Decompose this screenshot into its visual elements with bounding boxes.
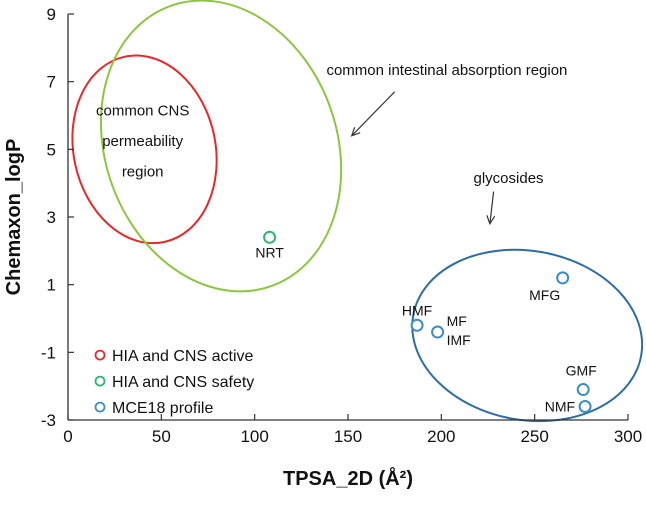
- y-tick-label: 7: [47, 73, 56, 92]
- annotation-text: common CNS: [96, 103, 189, 120]
- x-tick-label: 250: [520, 427, 548, 446]
- region-ellipse-1: [71, 54, 218, 245]
- region-ellipse-3: [411, 248, 644, 423]
- y-tick-label: -3: [41, 411, 56, 430]
- y-tick-labels: -3 -1 1 3 5 7 9: [41, 5, 56, 430]
- arrow-glycosides: [489, 191, 495, 224]
- legend-label: HIA and CNS safety: [112, 374, 254, 391]
- x-tick-label: 150: [334, 427, 362, 446]
- annotation-text: glycosides: [474, 170, 544, 187]
- y-tick-label: 5: [47, 140, 56, 159]
- annotation-text: common intestinal absorption region: [326, 62, 567, 79]
- legend-marker: [94, 375, 106, 387]
- arrow-intestinal-head: [350, 127, 361, 137]
- data-point-hmf: [410, 318, 424, 332]
- y-tick-label: -1: [41, 343, 56, 362]
- point-label-mfg: MFG: [529, 287, 560, 303]
- x-axis-title: TPSA_2D (Å²): [283, 466, 413, 490]
- data-point-mf: [431, 325, 445, 339]
- y-tick-label: 3: [47, 208, 56, 227]
- point-label-hmf: HMF: [402, 302, 432, 318]
- point-label-nmf: NMF: [545, 398, 575, 414]
- legend-marker: [94, 349, 106, 361]
- x-tick-label: 100: [240, 427, 268, 446]
- arrow-intestinal: [351, 91, 396, 137]
- data-point-nrt: [263, 230, 277, 244]
- data-point-nmf: [578, 399, 592, 413]
- legend-marker: [94, 401, 106, 413]
- y-tick-label: 1: [47, 276, 56, 295]
- legend-label: HIA and CNS active: [112, 348, 254, 365]
- y-tick-label: 9: [47, 5, 56, 24]
- point-label-imf: IMF: [447, 332, 471, 348]
- region-ellipse-2: [99, 0, 343, 293]
- x-tick-label: 300: [614, 427, 642, 446]
- annotations: common CNS permeability region common intes…: [96, 62, 567, 187]
- legend: HIA and CNS active HIA and CNS safety MCE1…: [94, 348, 254, 417]
- point-label-nrt: NRT: [255, 244, 284, 260]
- annotation-text: permeability: [102, 133, 183, 150]
- axes: [67, 13, 629, 421]
- data-point-mfg: [556, 271, 570, 285]
- annotation-arrows: [350, 91, 496, 226]
- point-label-mf: MF: [447, 313, 467, 329]
- x-tick-label: 200: [427, 427, 455, 446]
- legend-label: MCE18 profile: [112, 400, 213, 417]
- x-tick-label: 50: [152, 427, 171, 446]
- y-axis-title: Chemaxon_logP: [3, 139, 25, 296]
- region-ellipses: [71, 0, 644, 423]
- annotation-text: region: [122, 163, 164, 180]
- x-tick-labels: 0 50 100 150 200 250 300: [63, 427, 642, 446]
- data-point-gmf: [576, 383, 590, 397]
- data-points: NRT MFG HMF MF IMF GMF NMF: [255, 230, 597, 414]
- x-tick-label: 0: [63, 427, 72, 446]
- point-label-gmf: GMF: [566, 363, 597, 379]
- arrow-glycosides-head: [486, 215, 496, 226]
